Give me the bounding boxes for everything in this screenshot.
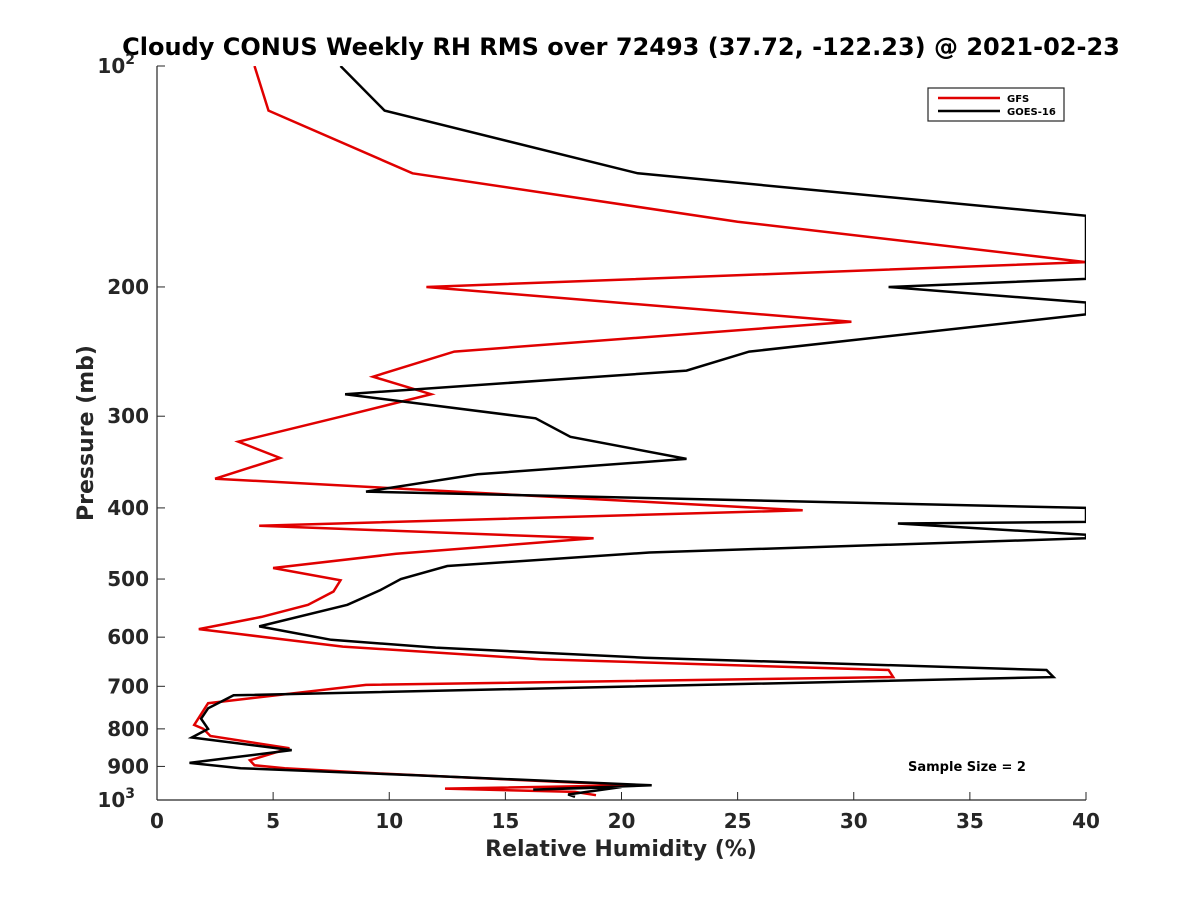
x-tick-label: 10 [375, 809, 403, 833]
y-tick-label: 600 [107, 625, 149, 649]
legend-label: GOES-16 [1007, 107, 1056, 118]
y-tick-label: 500 [107, 567, 149, 591]
x-tick-label: 5 [266, 809, 280, 833]
y-tick-label: 700 [107, 674, 149, 698]
legend-box [927, 87, 1065, 122]
series-line-gfs [192, 66, 1086, 797]
x-tick-label: 25 [724, 809, 752, 833]
legend-label: GFS [1007, 94, 1029, 105]
legend: GFS GOES-16 [927, 87, 1065, 122]
y-tick-label: 400 [107, 496, 149, 520]
x-axis-label: Relative Humidity (%) [485, 837, 757, 862]
x-tick-label: 35 [956, 809, 984, 833]
x-tick-label: 15 [491, 809, 519, 833]
chart-title: Cloudy CONUS Weekly RH RMS over 72493 (3… [122, 33, 1120, 61]
y-tick-label: 103 [97, 786, 135, 812]
y-tick-label: 200 [107, 275, 149, 299]
y-tick-label: 300 [107, 404, 149, 428]
x-tick-label: 40 [1072, 809, 1100, 833]
y-tick-label: 102 [97, 52, 135, 78]
plot-area [187, 66, 1086, 798]
series-line-goes-16 [187, 66, 1086, 798]
y-axis-label: Pressure (mb) [74, 345, 99, 521]
sample-size-annotation: Sample Size = 2 [908, 760, 1026, 775]
y-tick-label: 900 [107, 754, 149, 778]
x-tick-label: 20 [608, 809, 636, 833]
x-axis: 0 5 10 15 20 25 30 35 40 [150, 792, 1100, 833]
x-tick-label: 30 [840, 809, 868, 833]
y-tick-label: 800 [107, 717, 149, 741]
x-tick-label: 0 [150, 809, 164, 833]
y-axis: 102 200 300 400 500 600 700 800 900 103 [97, 52, 165, 812]
